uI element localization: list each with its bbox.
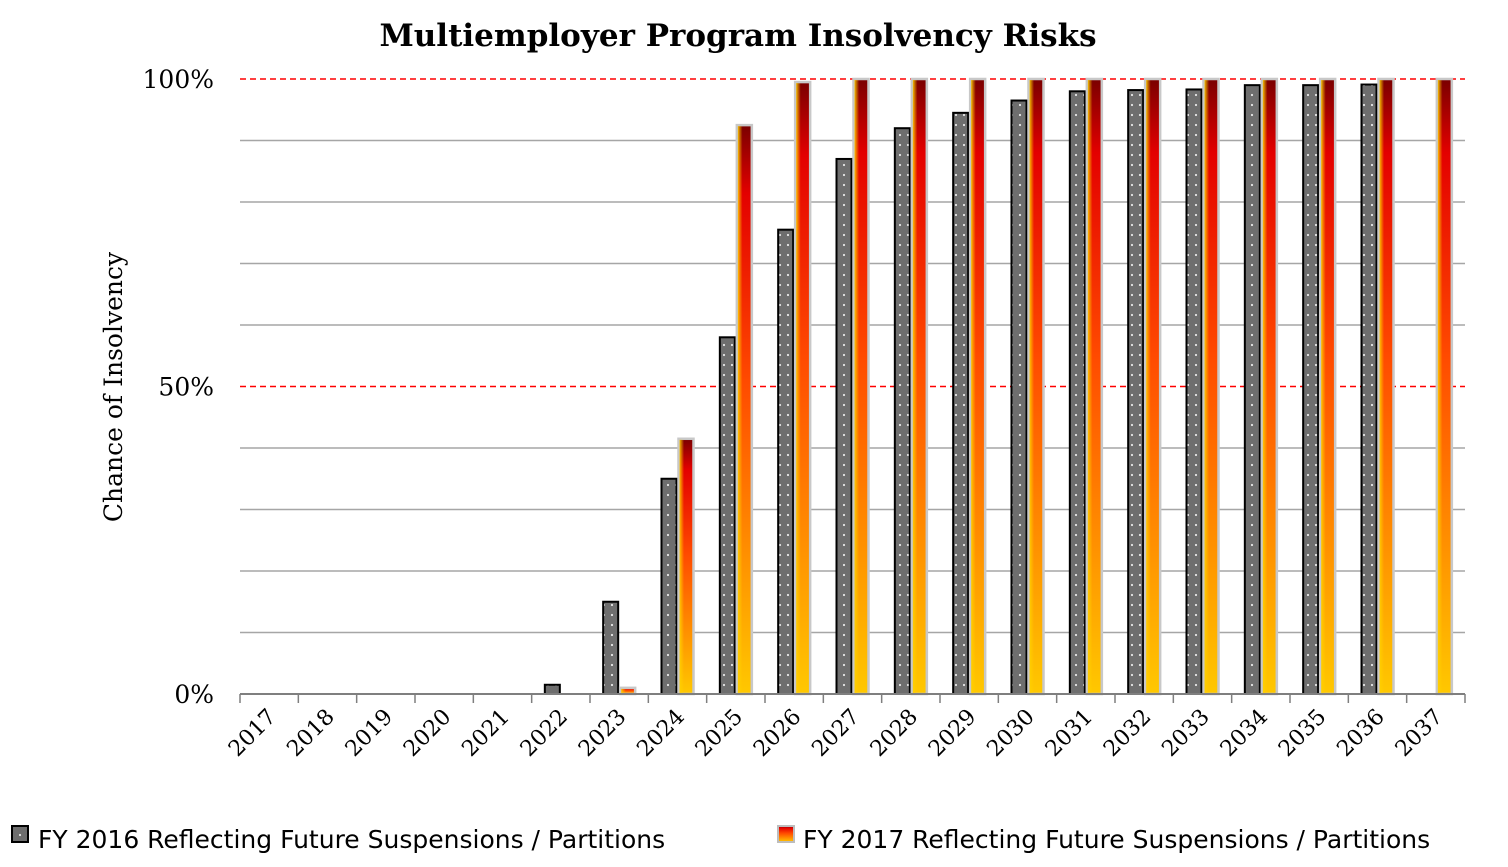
bar-fy2017-highlight — [1379, 80, 1393, 693]
x-tick-label: 2034 — [1216, 705, 1273, 762]
x-tick-label: 2022 — [516, 705, 573, 762]
legend-swatch-fy2017 — [777, 825, 795, 843]
legend: FY 2016 Reflecting Future Suspensions / … — [11, 825, 1430, 854]
bar-fy2017 — [1202, 77, 1220, 696]
x-tick-label: 2024 — [632, 705, 689, 762]
bar-fy2017 — [1435, 77, 1454, 696]
legend-label-fy2016: FY 2016 Reflecting Future Suspensions / … — [38, 825, 665, 854]
x-tick-label: 2018 — [282, 705, 339, 762]
x-tick-label: 2032 — [1099, 705, 1156, 762]
legend-swatch-fy2016 — [11, 825, 29, 843]
x-tick-label: 2026 — [749, 705, 806, 762]
bar-fy2016 — [777, 228, 795, 696]
x-axis — [239, 693, 1466, 703]
bar-fy2016 — [1360, 83, 1378, 696]
bar-fy2016 — [1010, 99, 1028, 695]
bar-fy2016 — [660, 477, 678, 695]
bar-fy2017 — [1377, 77, 1395, 696]
bar-fy2017 — [735, 123, 754, 696]
x-axis-ticks: 2017 2018 2019 2020 2021 2022 2023 2024 2025 2026… — [224, 705, 1448, 762]
x-tick-label: 2035 — [1274, 705, 1331, 762]
bar-fy2017 — [677, 437, 695, 696]
y-tick-label: 100% — [143, 65, 214, 94]
legend-item-fy2016: FY 2016 Reflecting Future Suspensions / … — [11, 825, 665, 854]
x-tick-label: 2027 — [807, 705, 864, 762]
bar-fy2016 — [543, 683, 561, 696]
legend-item-fy2017: FY 2017 Reflecting Future Suspensions / … — [777, 825, 1430, 854]
bar-fy2017-highlight — [1029, 80, 1043, 693]
y-tick-label: 0% — [174, 680, 214, 709]
bar-fy2017-highlight — [1087, 80, 1101, 693]
x-tick-label: 2029 — [924, 705, 981, 762]
bar-fy2017-highlight — [621, 688, 635, 693]
bar-fy2017 — [1085, 77, 1104, 696]
bar-fy2016 — [1243, 84, 1261, 695]
bar-fy2017 — [968, 77, 987, 696]
y-axis-label: Chance of Insolvency — [99, 251, 128, 522]
x-tick-label: 2021 — [457, 705, 514, 762]
bar-fy2017 — [1318, 77, 1337, 696]
x-tick-label: 2031 — [1041, 705, 1098, 762]
x-tick-label: 2023 — [574, 705, 631, 762]
bar-fy2017-highlight — [796, 83, 810, 693]
bar-fy2016 — [1302, 84, 1320, 695]
x-tick-label: 2028 — [866, 705, 923, 762]
bar-fy2017-highlight — [971, 80, 985, 693]
x-tick-label: 2025 — [691, 705, 748, 762]
x-tick-label: 2017 — [224, 705, 281, 762]
bar-fy2017 — [1143, 77, 1162, 696]
bar-fy2017-highlight — [854, 80, 868, 693]
y-axis-ticks: 0% 50% 100% — [143, 65, 214, 709]
bar-fy2016 — [835, 157, 853, 695]
bar-fy2016 — [1068, 90, 1086, 696]
bar-fy2017-highlight — [1146, 80, 1160, 693]
bar-fy2017 — [910, 77, 929, 696]
x-tick-label: 2020 — [399, 705, 456, 762]
x-tick-label: 2037 — [1391, 705, 1448, 762]
bar-fy2017-highlight — [1437, 80, 1451, 693]
bar-fy2016 — [1185, 88, 1203, 695]
chart-title: Multiemployer Program Insolvency Risks — [379, 18, 1096, 54]
bar-fy2017-highlight — [1262, 80, 1276, 693]
bar-fy2017 — [1260, 77, 1279, 696]
bar-fy2017-highlight — [737, 126, 751, 693]
bar-fy2017 — [852, 77, 870, 696]
bar-fy2017 — [793, 80, 812, 696]
bar-fy2017-highlight — [679, 439, 693, 693]
x-tick-label: 2030 — [982, 705, 1039, 762]
x-tick-label: 2019 — [341, 705, 398, 762]
bar-fy2016 — [718, 336, 736, 695]
bar-fy2016 — [1127, 89, 1145, 695]
bar-fy2016 — [602, 600, 620, 695]
bar-fy2016 — [893, 127, 911, 695]
y-tick-label: 50% — [158, 373, 214, 402]
bar-fy2017-highlight — [1321, 80, 1335, 693]
bar-fy2016 — [952, 111, 970, 695]
x-tick-label: 2033 — [1157, 705, 1214, 762]
legend-label-fy2017: FY 2017 Reflecting Future Suspensions / … — [803, 825, 1430, 854]
bar-fy2017 — [1027, 77, 1045, 696]
x-tick-label: 2036 — [1332, 705, 1389, 762]
bar-fy2017-highlight — [1204, 80, 1218, 693]
bar-fy2017-highlight — [912, 80, 926, 693]
